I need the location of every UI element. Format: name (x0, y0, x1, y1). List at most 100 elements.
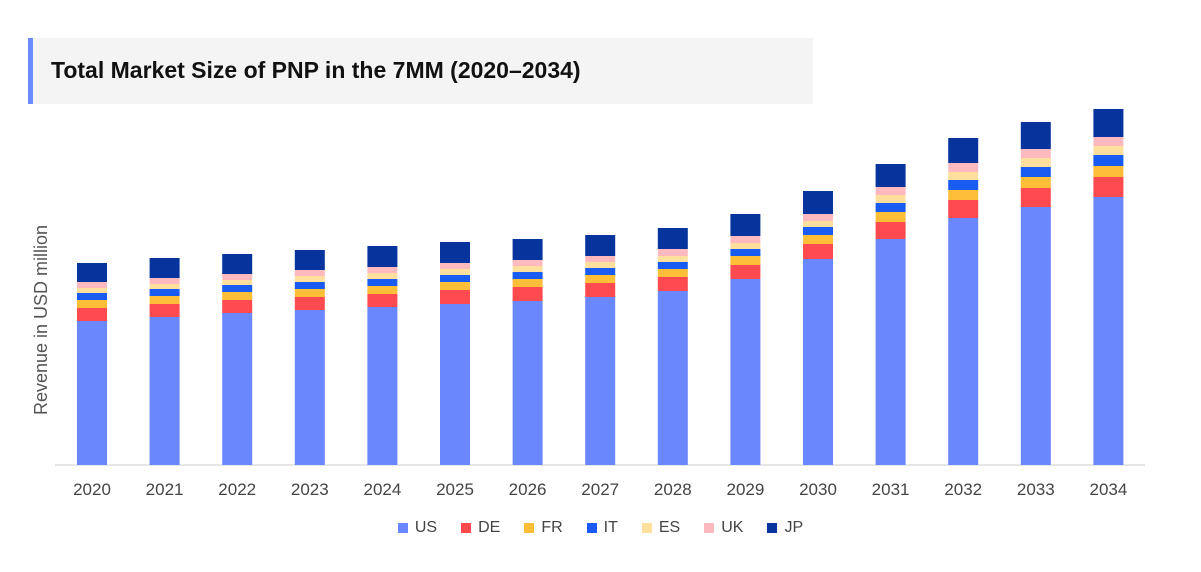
bar-segment-it-2021 (149, 289, 180, 296)
bar-segment-us-2030 (803, 259, 833, 465)
bar-segment-fr-2023 (294, 289, 325, 297)
bar-segment-it-2023 (294, 282, 325, 289)
bar-segment-fr-2027 (585, 275, 616, 283)
bar-segment-us-2033 (1020, 207, 1051, 465)
bar-segment-it-2029 (730, 249, 761, 256)
bar-segment-it-2020 (77, 293, 107, 300)
bar-segment-us-2034 (1093, 197, 1124, 465)
x-tick-label: 2034 (1089, 480, 1127, 499)
bar-segment-es-2029 (730, 243, 761, 249)
bar-segment-es-2020 (77, 288, 107, 293)
bar-segment-de-2029 (730, 265, 761, 279)
bar-segment-jp-2032 (948, 138, 979, 163)
bar-segment-jp-2029 (730, 214, 761, 236)
bar-segment-fr-2032 (948, 190, 979, 200)
bar-segment-us-2029 (730, 279, 761, 465)
bar-segment-uk-2034 (1093, 137, 1124, 146)
bar-segment-de-2023 (294, 297, 325, 310)
bar-segment-uk-2029 (730, 236, 761, 243)
legend-item-es: ES (641, 519, 680, 537)
legend-swatch (704, 523, 715, 533)
x-tick-label: 2033 (1017, 480, 1055, 499)
legend-swatch (767, 523, 778, 533)
bar-segment-us-2024 (367, 307, 398, 465)
bar-segment-it-2028 (657, 262, 688, 269)
bar-segment-de-2028 (657, 277, 688, 291)
bar-segment-fr-2025 (440, 282, 470, 290)
y-axis-label: Revenue in USD million (31, 225, 51, 415)
x-tick-label: 2029 (726, 480, 764, 499)
x-tick-label: 2032 (944, 480, 982, 499)
bar-segment-jp-2028 (657, 228, 688, 249)
bar-segment-us-2025 (440, 304, 470, 465)
x-tick-label: 2031 (872, 480, 910, 499)
x-tick-label: 2022 (218, 480, 256, 499)
bar-segment-de-2034 (1093, 177, 1124, 197)
bar-segment-it-2025 (440, 275, 470, 282)
bar-segment-us-2026 (512, 301, 543, 465)
legend-item-jp: JP (767, 519, 803, 537)
bar-segment-jp-2030 (803, 191, 833, 214)
bar-segment-it-2022 (222, 285, 253, 292)
x-tick-label: 2024 (363, 480, 401, 499)
bar-segment-de-2020 (77, 308, 107, 321)
bar-segment-us-2032 (948, 218, 979, 465)
bar-segment-us-2020 (77, 321, 107, 465)
bar-segment-fr-2026 (512, 279, 543, 287)
bar-segment-us-2021 (149, 317, 180, 465)
bar-segment-es-2030 (803, 221, 833, 227)
x-tick-label: 2026 (509, 480, 547, 499)
bar-segment-jp-2021 (149, 258, 180, 278)
bar-segment-es-2031 (875, 195, 906, 203)
bar-segment-jp-2026 (512, 239, 543, 260)
bar-segment-fr-2022 (222, 292, 253, 300)
bar-segment-it-2026 (512, 272, 543, 279)
bar-segment-es-2027 (585, 262, 616, 268)
legend-item-uk: UK (704, 519, 743, 537)
bar-segment-es-2026 (512, 266, 543, 272)
bar-segment-de-2022 (222, 300, 253, 313)
bar-segment-fr-2031 (875, 212, 906, 222)
bar-segment-us-2023 (294, 310, 325, 465)
bar-segment-uk-2022 (222, 274, 253, 280)
bar-segment-de-2026 (512, 287, 543, 301)
bar-segment-es-2023 (294, 276, 325, 282)
bar-segment-es-2032 (948, 172, 979, 180)
legend-swatch (397, 523, 408, 533)
bar-segment-fr-2020 (77, 300, 107, 308)
bar-segment-fr-2029 (730, 256, 761, 265)
x-tick-label: 2028 (654, 480, 692, 499)
legend-label: DE (478, 519, 501, 536)
legend-swatch (586, 523, 597, 533)
legend-item-us: US (397, 519, 438, 537)
bar-segment-es-2028 (657, 256, 688, 262)
bar-segment-it-2031 (875, 203, 906, 212)
x-tick-label: 2020 (73, 480, 111, 499)
bar-segment-es-2024 (367, 273, 398, 279)
legend-label: US (414, 519, 438, 536)
bar-segment-fr-2028 (657, 269, 688, 277)
bar-segment-de-2021 (149, 304, 180, 317)
legend-swatch (524, 523, 535, 533)
bar-segment-uk-2023 (294, 270, 325, 276)
bar-segment-es-2034 (1093, 146, 1124, 155)
legend-label: FR (541, 519, 563, 536)
bar-segment-uk-2028 (657, 249, 688, 256)
bar-segment-uk-2031 (875, 187, 906, 195)
bar-segment-it-2033 (1020, 167, 1051, 177)
legend-label: IT (603, 519, 618, 536)
bar-segment-uk-2033 (1020, 149, 1051, 158)
bar-segment-de-2027 (585, 283, 616, 297)
bar-segment-de-2032 (948, 200, 979, 218)
legend-label: JP (784, 519, 804, 536)
bar-segment-es-2033 (1020, 158, 1051, 167)
legend-label: UK (721, 519, 744, 536)
bar-segment-jp-2033 (1020, 122, 1051, 149)
x-tick-label: 2023 (291, 480, 329, 499)
x-tick-label: 2030 (799, 480, 837, 499)
bar-segment-jp-2020 (77, 263, 107, 282)
bar-segment-fr-2021 (149, 296, 180, 304)
bar-segment-fr-2033 (1020, 177, 1051, 188)
bar-segment-uk-2020 (77, 282, 107, 288)
